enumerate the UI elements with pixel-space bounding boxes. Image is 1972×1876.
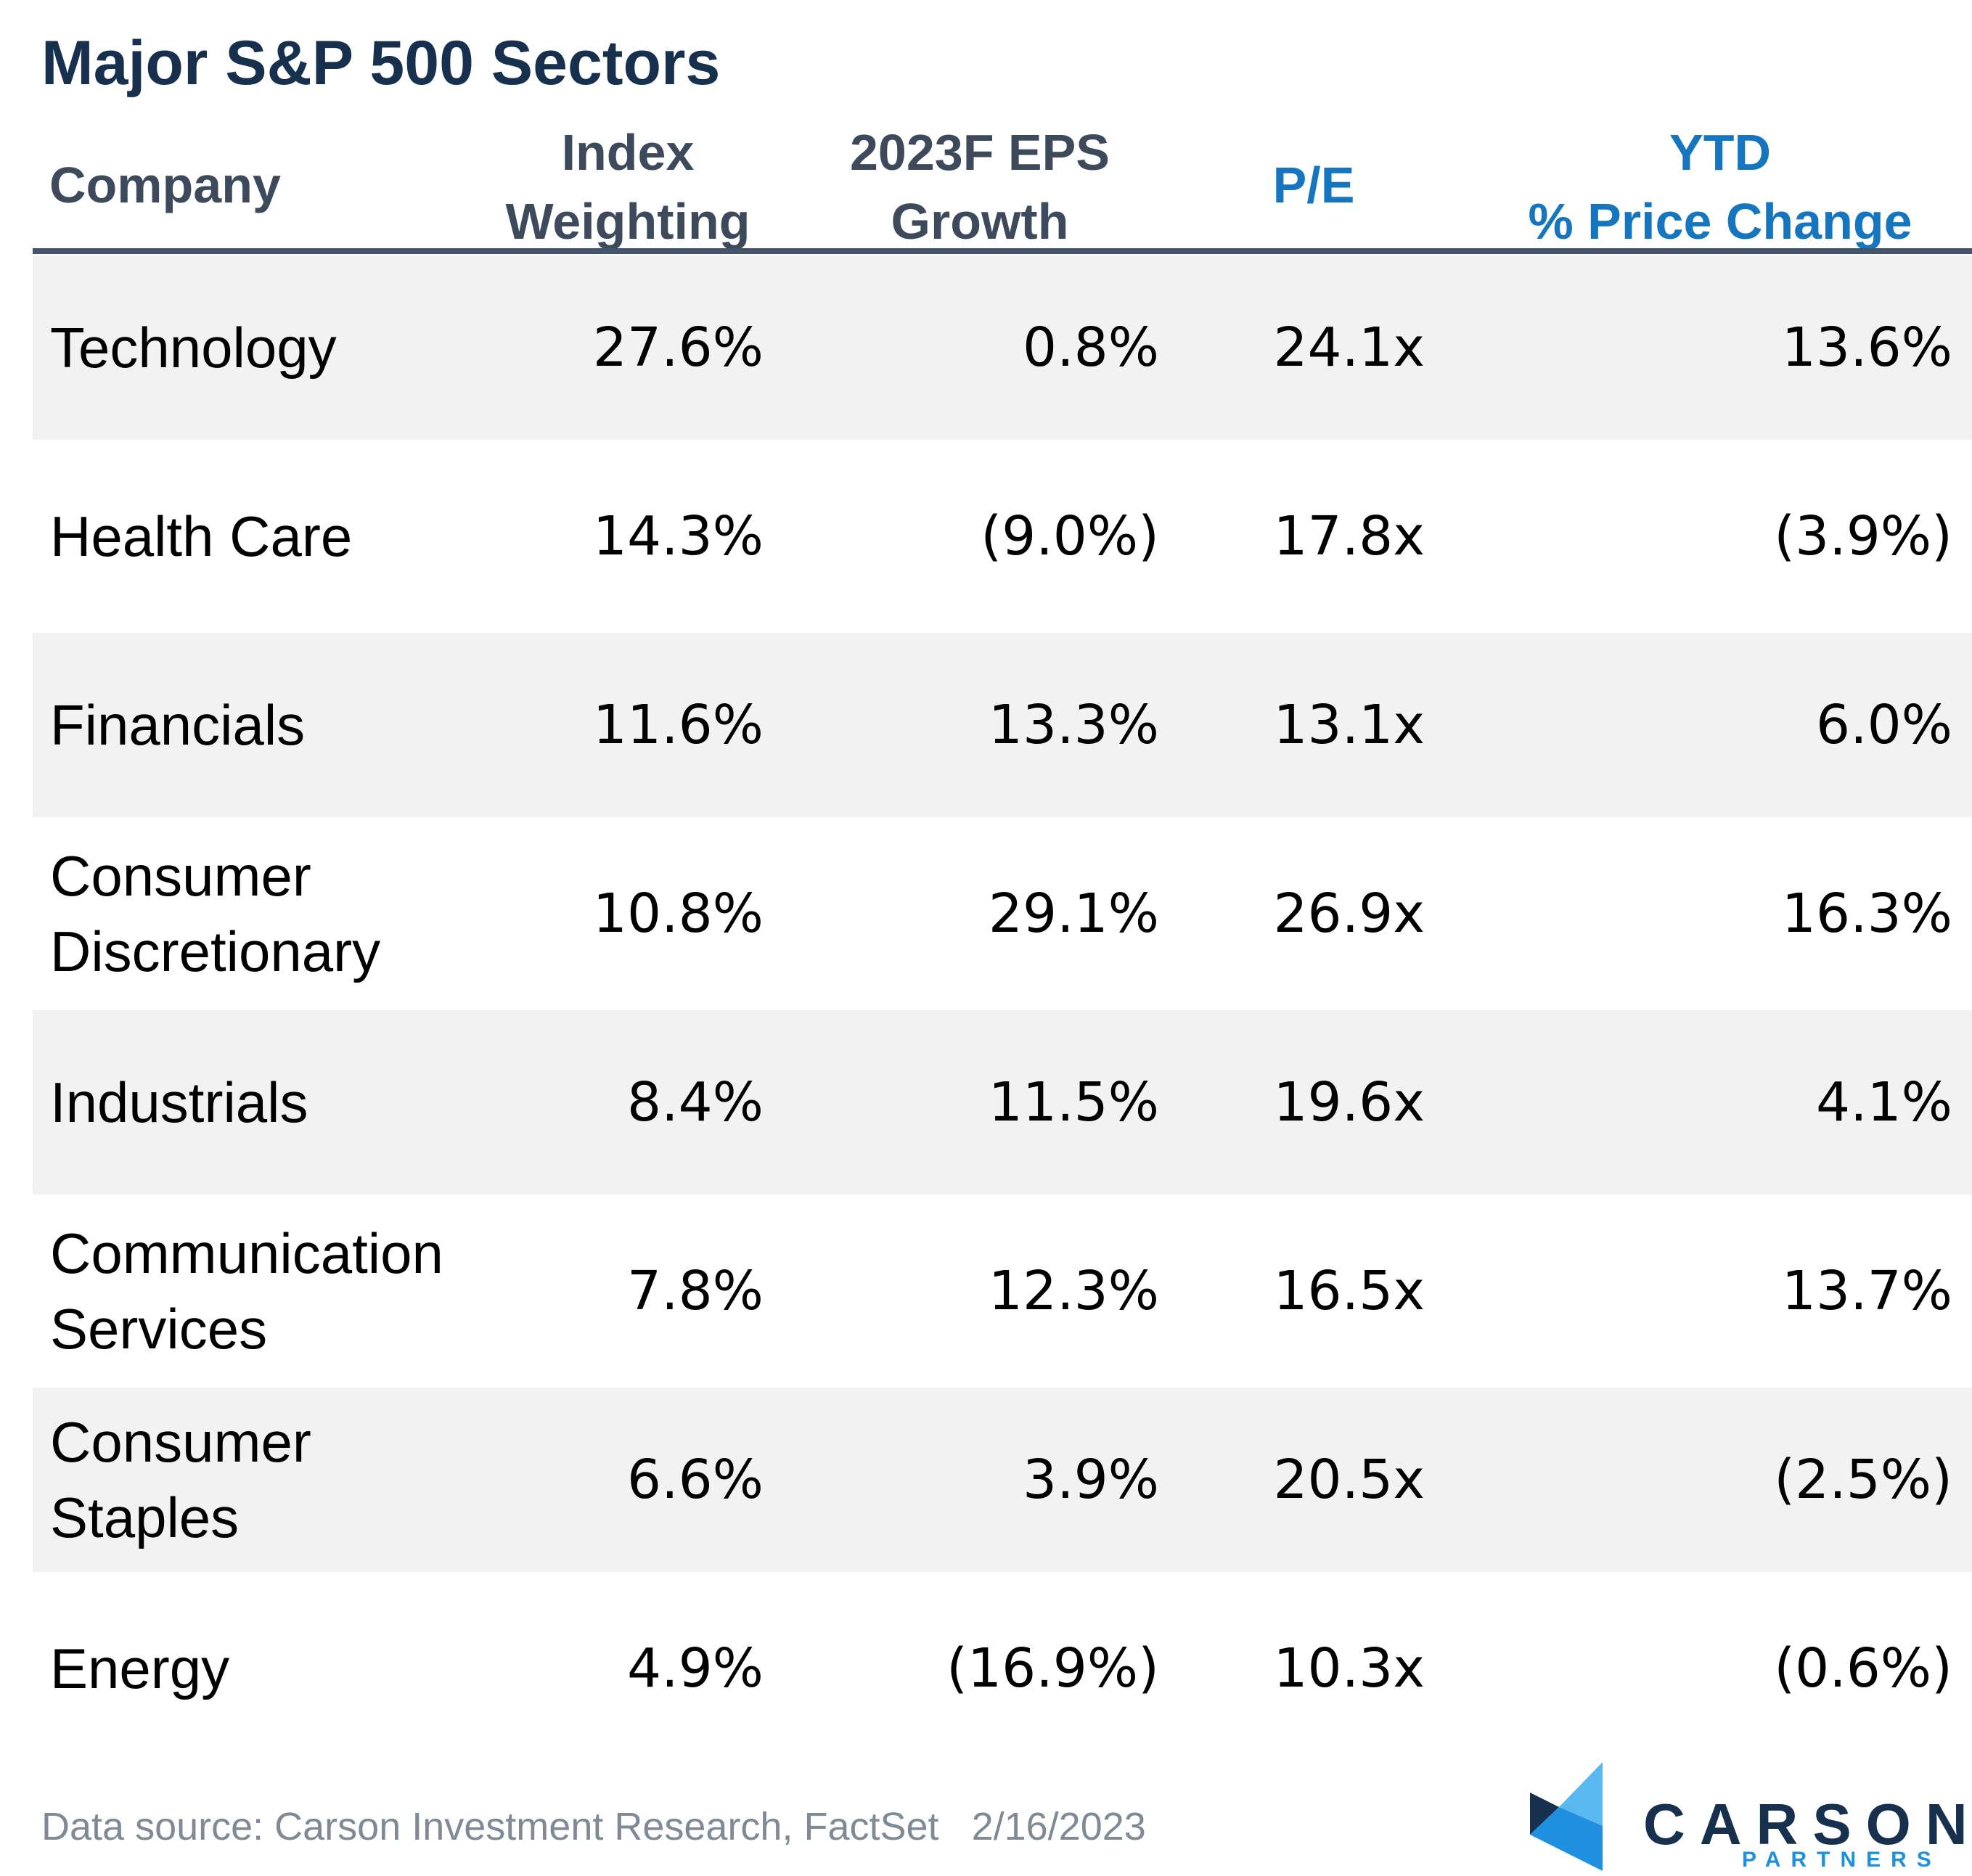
footer-date: 2/16/2023	[971, 1805, 1146, 1848]
sector-name-cell: Industrials	[50, 1010, 515, 1195]
ytd-change-cell: (3.9%)	[1774, 505, 1952, 568]
pe-cell: 19.6x	[1273, 1071, 1425, 1134]
column-header-line: 2023F EPS	[850, 124, 1110, 181]
sector-name-line: Financials	[50, 693, 306, 757]
sector-name-cell: Health Care	[50, 444, 515, 628]
table-row: Technology 27.6% 0.8% 24.1x 13.6%	[33, 255, 1972, 444]
eps-growth-cell: 11.5%	[988, 1071, 1159, 1134]
table-row: Financials 11.6% 13.3% 13.1x 6.0%	[33, 633, 1972, 822]
ytd-change-cell: 16.3%	[1781, 882, 1952, 945]
sector-name-cell: Communication Services	[50, 1199, 515, 1383]
logo-subtitle: PARTNERS	[1742, 1848, 1942, 1872]
column-header-line: Index	[561, 124, 695, 181]
ytd-change-cell: (2.5%)	[1774, 1449, 1952, 1511]
ytd-change-cell: (0.6%)	[1774, 1637, 1952, 1700]
ytd-change-cell: 13.7%	[1781, 1260, 1952, 1322]
sector-name-line: Communication	[50, 1221, 443, 1285]
sector-name-line: Consumer	[50, 844, 311, 908]
sector-table-body: Technology 27.6% 0.8% 24.1x 13.6% Health Care…	[33, 255, 1972, 1761]
eps-growth-cell: 29.1%	[988, 882, 1159, 945]
sector-name-cell: Consumer Discretionary	[50, 822, 515, 1006]
column-header-line: YTD	[1669, 124, 1771, 181]
index-weighting-cell: 27.6%	[592, 316, 764, 379]
pe-cell: 10.3x	[1273, 1637, 1425, 1700]
index-weighting-cell: 6.6%	[627, 1449, 764, 1511]
eps-growth-cell: (9.0%)	[981, 505, 1159, 568]
ytd-change-cell: 13.6%	[1781, 316, 1952, 379]
data-source-footer: Data source: Carson Investment Research,…	[41, 1804, 1146, 1849]
eps-growth-cell: 0.8%	[1023, 316, 1159, 379]
table-row: Energy 4.9% (16.9%) 10.3x (0.6%)	[33, 1576, 1972, 1761]
sector-name-line: Industrials	[50, 1070, 308, 1134]
pe-cell: 13.1x	[1273, 694, 1425, 756]
index-weighting-cell: 10.8%	[592, 882, 764, 945]
index-weighting-cell: 7.8%	[627, 1260, 764, 1322]
index-weighting-cell: 8.4%	[627, 1071, 764, 1134]
sector-name-line: Consumer	[50, 1410, 311, 1474]
eps-growth-cell: (16.9%)	[946, 1637, 1159, 1700]
sector-name-line: Energy	[50, 1637, 230, 1700]
table-row: Consumer Discretionary 10.8% 29.1% 26.9x 16.3…	[33, 822, 1972, 1010]
carson-logo-icon	[1530, 1762, 1603, 1871]
sector-name-cell: Consumer Staples	[50, 1388, 515, 1572]
column-header-index-weighting: Index Weighting	[479, 118, 777, 256]
pe-cell: 24.1x	[1273, 316, 1425, 379]
column-header-line: Company	[49, 157, 281, 213]
ytd-change-cell: 6.0%	[1816, 694, 1952, 756]
eps-growth-cell: 12.3%	[988, 1260, 1159, 1322]
column-header-ytd: YTD % Price Change	[1481, 118, 1960, 256]
eps-growth-cell: 3.9%	[1023, 1449, 1159, 1511]
pe-cell: 20.5x	[1273, 1449, 1425, 1511]
column-header-line: Growth	[891, 193, 1069, 250]
column-header-line: Weighting	[505, 193, 750, 250]
sector-name-line: Discretionary	[50, 919, 381, 983]
footer-source: Data source: Carson Investment Research,…	[41, 1805, 939, 1848]
table-row: Health Care 14.3% (9.0%) 17.8x (3.9%)	[33, 444, 1972, 633]
sector-name-line: Services	[50, 1297, 268, 1361]
column-header-line: P/E	[1272, 157, 1355, 213]
sector-name-line: Staples	[50, 1486, 240, 1549]
index-weighting-cell: 11.6%	[592, 694, 764, 756]
page-title: Major S&P 500 Sectors	[41, 28, 721, 98]
logo-wordmark: CARSON	[1643, 1792, 1972, 1856]
index-weighting-cell: 14.3%	[592, 505, 764, 568]
sector-name-cell: Financials	[50, 633, 515, 817]
table-row: Industrials 8.4% 11.5% 19.6x 4.1%	[33, 1010, 1972, 1199]
sector-name-line: Health Care	[50, 504, 353, 568]
sector-name-cell: Technology	[50, 255, 515, 440]
pe-cell: 26.9x	[1273, 882, 1425, 945]
table-row: Communication Services 7.8% 12.3% 16.5x 13.7%	[33, 1199, 1972, 1388]
sector-name-line: Technology	[50, 316, 337, 380]
column-header-company: Company	[49, 151, 281, 220]
sector-name-cell: Energy	[50, 1576, 515, 1761]
index-weighting-cell: 4.9%	[627, 1637, 764, 1700]
eps-growth-cell: 13.3%	[988, 694, 1159, 756]
header-divider	[33, 248, 1972, 254]
column-header-line: % Price Change	[1528, 193, 1912, 250]
column-header-eps-growth: 2023F EPS Growth	[806, 118, 1154, 256]
column-header-pe: P/E	[1248, 151, 1379, 220]
pe-cell: 16.5x	[1273, 1260, 1425, 1322]
ytd-change-cell: 4.1%	[1816, 1071, 1952, 1134]
pe-cell: 17.8x	[1273, 505, 1425, 568]
table-row: Consumer Staples 6.6% 3.9% 20.5x (2.5%)	[33, 1388, 1972, 1576]
